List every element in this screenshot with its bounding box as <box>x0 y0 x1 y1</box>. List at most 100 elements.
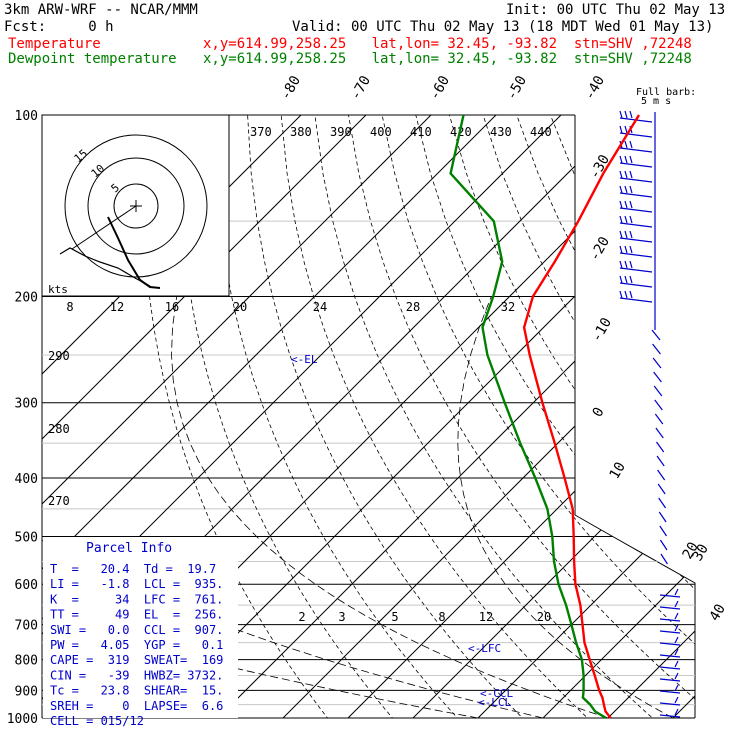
dry-adiabat-line <box>650 115 695 718</box>
mixing-ratio-label-lower: 20 <box>537 610 551 624</box>
isotherm-line <box>42 115 497 718</box>
isotherm-line <box>217 115 695 718</box>
wind-barb-icon <box>653 385 663 397</box>
wind-barb-icon <box>659 708 681 718</box>
wind-barb-icon <box>652 357 662 369</box>
dry-adiabat-line <box>684 115 695 718</box>
hodograph-storm-vector <box>71 205 137 250</box>
wind-barb-key-units: 5 m s <box>641 96 671 107</box>
hodograph-ring <box>113 183 159 229</box>
wind-barb-icon <box>656 455 665 467</box>
wind-barb-icon <box>659 696 681 706</box>
lfc-annotation: <-LFC <box>468 642 501 655</box>
wind-barb-icon <box>619 200 653 213</box>
pressure-tick-label: 600 <box>15 578 38 593</box>
theta-label: 380 <box>290 125 312 139</box>
pressure-tick-label: 300 <box>15 397 38 412</box>
parcel-info-row: PW = 4.05 YGP = 0.1 <box>50 638 223 652</box>
wind-barb-icon <box>655 441 665 453</box>
mixing-ratio-label: 32 <box>501 300 515 314</box>
pressure-tick-label: 500 <box>15 530 38 545</box>
theta-label: 410 <box>410 125 432 139</box>
moist-adiabat-line <box>457 296 674 718</box>
parcel-info-row: LI = -1.8 LCL = 935. <box>50 577 223 591</box>
isotherm-line <box>347 115 695 718</box>
frame-right-lower <box>574 514 696 718</box>
mixing-ratio-label: 24 <box>313 300 327 314</box>
isotherm-label: 0 <box>590 405 608 420</box>
wind-barb-icon <box>619 245 653 258</box>
dry-adiabat-line <box>415 115 695 718</box>
temperature-location-info: x,y=614.99,258.25 lat,lon= 32.45, -93.82… <box>203 36 692 52</box>
parcel-info-row: SWI = 0.0 CCL = 907. <box>50 623 223 637</box>
isotherm-label: -60 <box>427 73 454 103</box>
pressure-tick-label: 1000 <box>7 712 38 727</box>
parcel-info-row: TT = 49 EL = 256. <box>50 608 223 622</box>
dry-adiabat-line <box>449 115 695 718</box>
parcel-info-row: CAPE = 319 SWEAT= 169 <box>50 653 223 667</box>
isotherm-line <box>282 115 695 718</box>
dry-adiabat-line <box>719 115 740 731</box>
dry-adiabat-line <box>348 115 695 718</box>
wind-barb-icon <box>659 600 681 610</box>
theta-side-label: 280 <box>48 422 70 436</box>
forecast-hour: Fcst: 0 h <box>4 19 114 35</box>
isotherm-label: -20 <box>587 234 614 264</box>
wind-barb-icon <box>659 539 668 551</box>
wind-barb-icon <box>619 155 653 168</box>
parcel-info-box <box>43 537 238 718</box>
el-annotation: <-EL <box>291 353 318 366</box>
pressure-tick-label: 100 <box>15 109 38 124</box>
theta-label: 370 <box>250 125 272 139</box>
isotherm-label: -50 <box>504 73 531 103</box>
wind-barb-icon <box>660 553 668 565</box>
isotherm-line <box>607 115 695 718</box>
wind-barb-icon <box>659 636 681 646</box>
theta-side-label: 290 <box>48 349 70 363</box>
wind-barb-icon <box>619 140 653 153</box>
wind-barb-icon <box>619 125 653 138</box>
dry-adiabat-line <box>179 115 404 718</box>
wind-barb-icon <box>619 215 653 228</box>
isotherm-label: 30 <box>690 541 712 564</box>
mixing-ratio-label: 8 <box>66 300 73 314</box>
dry-adiabat-line <box>314 115 668 718</box>
mixing-ratio-label-lower: 8 <box>438 610 445 624</box>
mixing-ratio-label-lower: 2 <box>298 610 305 624</box>
theta-side-label: 270 <box>48 494 70 508</box>
wind-barb-icon <box>654 413 664 425</box>
isotherm-label: -10 <box>589 315 616 345</box>
wind-barb-icon <box>619 260 653 273</box>
wind-barb-icon <box>658 511 667 523</box>
temperature-legend-label: Temperature <box>8 36 101 52</box>
init-time: Init: 00 UTC Thu 02 May 13 <box>506 2 726 18</box>
hodograph-trace-upper <box>59 247 151 287</box>
wind-barb-icon <box>659 525 668 537</box>
parcel-info-row: K = 34 LFC = 761. <box>50 592 223 606</box>
dry-adiabat-line <box>280 115 602 718</box>
wind-barb-icon <box>654 399 663 411</box>
theta-label: 430 <box>490 125 512 139</box>
parcel-info-row: CELL = 015/12 <box>50 714 144 728</box>
moist-adiabat-line <box>171 296 609 718</box>
wind-barb-icon <box>657 483 666 495</box>
hodograph-units-label: kts <box>48 283 68 296</box>
isotherm-line <box>672 115 695 718</box>
wind-barb-icon <box>619 290 653 303</box>
wind-barb-icon <box>659 612 681 622</box>
wind-barb-icon <box>619 275 653 288</box>
dry-adiabat-line <box>247 115 536 718</box>
pressure-tick-label: 800 <box>15 654 38 669</box>
pressure-tick-label: 700 <box>15 619 38 634</box>
parcel-info-row: Tc = 23.8 SHEAR= 15. <box>50 684 223 698</box>
parcel-info-row: SREH = 0 LAPSE= 6.6 <box>50 699 223 713</box>
pressure-tick-label: 200 <box>15 291 38 306</box>
hodograph-ring <box>64 134 208 278</box>
mixing-ratio-label: 16 <box>165 300 179 314</box>
isotherm-label: 40 <box>707 601 729 624</box>
isotherm-line <box>42 115 367 718</box>
parcel-info-title: Parcel Info <box>86 541 172 556</box>
dry-adiabat-line <box>213 115 470 718</box>
dry-adiabat-line <box>381 115 695 718</box>
mixing-ratio-label-lower: 12 <box>479 610 493 624</box>
